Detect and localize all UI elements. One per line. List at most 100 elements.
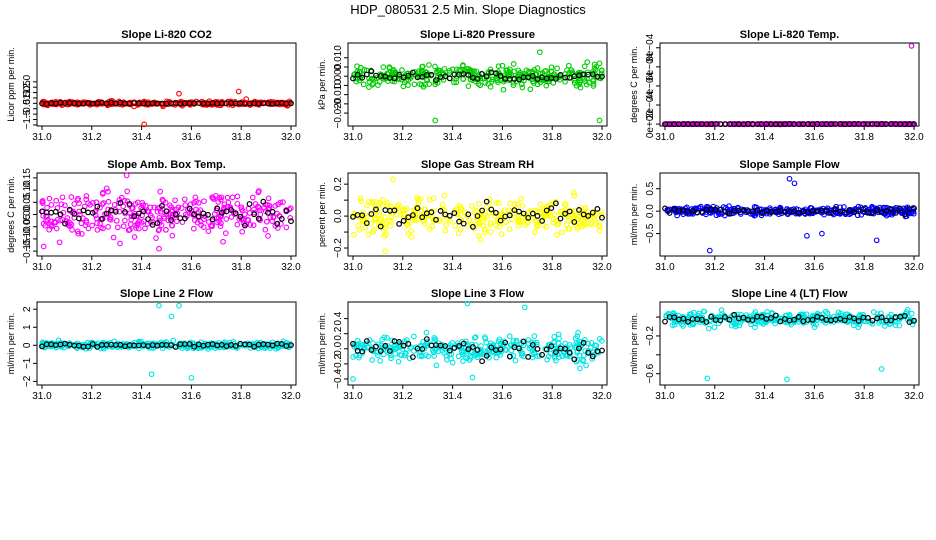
y-axis-label: ml/min per min. [629,313,639,375]
data-point [151,204,158,211]
outlier-point [176,90,182,97]
data-point [590,77,596,84]
data-point [379,203,386,209]
data-point-black [172,344,179,350]
outlier-point [432,117,439,124]
data-point [548,68,555,75]
data-point-black [172,211,179,218]
data-point [255,203,261,210]
data-point [587,345,594,351]
data-point-black [557,215,564,222]
data-point [571,215,577,222]
data-point [280,199,286,205]
data-point [121,197,128,204]
data-point-black [576,345,582,352]
data-point [881,323,888,329]
data-point [369,357,376,363]
data-point [580,357,587,363]
x-tick-label: 31.8 [854,262,874,273]
data-point [362,340,369,347]
data-point [788,121,795,127]
data-point-black [818,314,825,321]
data-point [400,83,407,90]
data-point [124,188,131,195]
data-point-black [553,349,559,356]
data-point [439,201,446,208]
outlier-point [908,43,915,49]
data-point [201,198,207,205]
data-point [481,226,488,233]
data-point [403,350,409,356]
data-point-black [410,212,416,219]
data-point-black [191,211,198,218]
plot-frame [659,172,920,257]
data-point [366,84,372,90]
data-point [411,81,418,88]
data-point [113,217,120,224]
y-tick-label: 0.0 [645,204,656,218]
data-point-black [177,215,184,222]
data-point [74,228,81,235]
data-point [534,221,541,228]
panel-title: Slope Gas Stream RH [421,159,534,171]
data-point-black [377,223,384,230]
data-point-black [251,211,258,218]
data-point-black [48,209,55,216]
data-point [222,230,229,236]
data-point-black [75,215,82,222]
data-point [194,219,201,226]
x-tick-label: 31.2 [705,391,725,402]
y-axis-label: percent per min. [317,182,327,247]
data-point [889,209,895,216]
data-point-black [483,352,490,359]
data-point-black [865,315,871,321]
data-point [581,63,588,70]
data-point-black [841,209,848,216]
data-point-black [228,207,235,213]
data-point-black [506,212,513,219]
data-point [224,194,231,201]
data-point-black [350,75,356,82]
x-tick-label: 31.0 [655,391,675,402]
data-point [475,221,481,227]
data-point-black [158,202,165,209]
data-point-black [809,316,816,323]
data-point-black [446,212,453,219]
data-point-black [149,221,156,228]
data-point-black [274,220,281,227]
data-point [475,81,482,87]
x-tick-label: 32.0 [281,262,301,273]
data-point [431,335,438,341]
data-point [589,356,595,362]
data-point [388,213,395,219]
data-point [120,203,127,210]
data-point [759,319,765,326]
data-point [249,194,256,201]
data-point [175,204,182,211]
data-point [370,227,377,233]
outlier-point [188,374,195,381]
data-point [155,227,162,234]
x-tick-label: 31.8 [854,391,874,402]
data-point [351,231,357,238]
data-point [434,68,440,75]
x-tick-label: 31.2 [705,262,725,273]
panel-6: Slope Sample Flow 31.0 31.2 31.4 31.6 31.8 32.… [629,159,924,273]
outlier-point [521,304,528,311]
data-point [419,353,425,360]
data-point-black [846,206,853,213]
data-point [498,231,505,237]
data-point [83,217,90,224]
data-point [537,201,544,208]
data-point [565,217,572,224]
plot-frame [36,301,297,386]
data-point [376,78,383,85]
data-point-black [460,340,467,347]
data-point [487,84,494,90]
panel-title: Slope Li-820 Pressure [420,29,535,41]
y-tick-label: −1 [22,357,33,369]
data-point [480,214,487,221]
data-point [753,317,759,324]
y-axis-label: degrees C per min. [6,176,16,253]
data-point-black [269,208,276,215]
